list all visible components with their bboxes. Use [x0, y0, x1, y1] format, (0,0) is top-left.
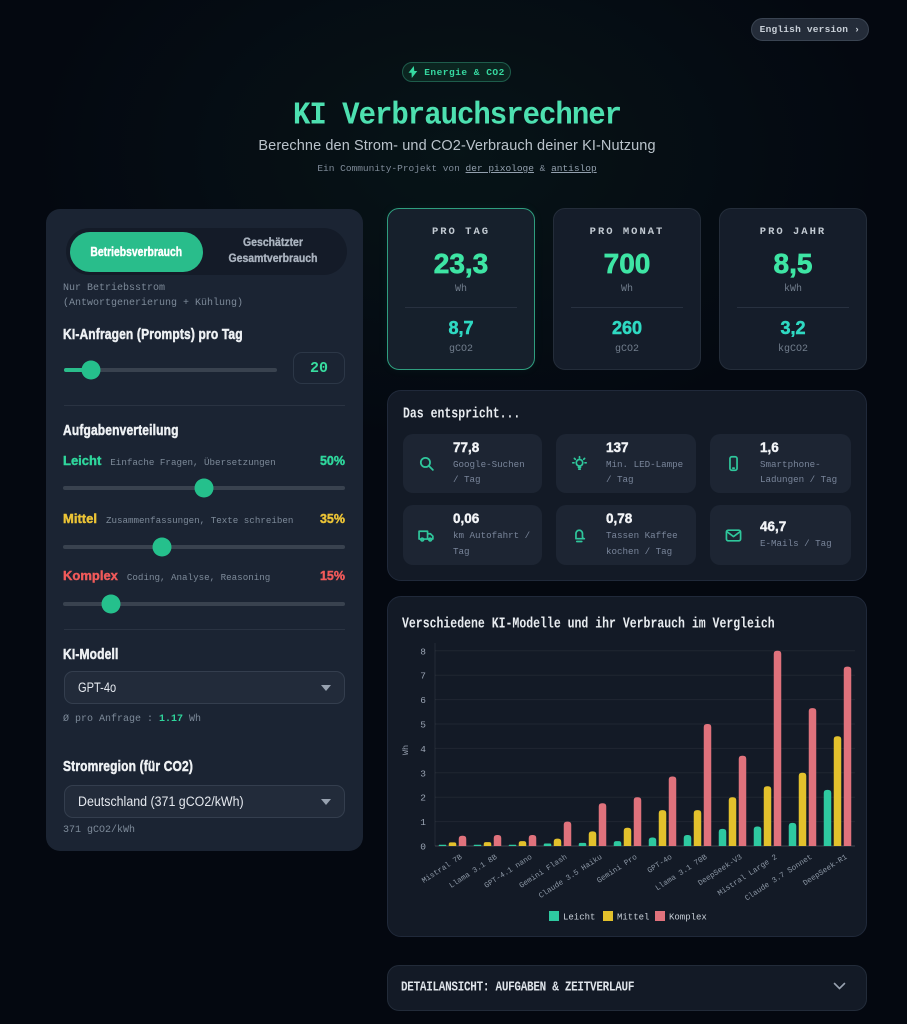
svg-text:1: 1 — [420, 817, 426, 828]
svg-text:GPT-4o: GPT-4o — [647, 854, 675, 876]
svg-text:3: 3 — [420, 768, 426, 779]
svg-text:5: 5 — [420, 720, 426, 731]
svg-text:Wh: Wh — [401, 745, 411, 755]
svg-text:7: 7 — [420, 671, 426, 682]
svg-text:Claude 3.5 Haiku: Claude 3.5 Haiku — [538, 854, 604, 901]
svg-text:4: 4 — [420, 744, 426, 755]
svg-text:2: 2 — [420, 793, 426, 804]
svg-text:Mistral Large 2: Mistral Large 2 — [717, 854, 780, 899]
svg-text:Mittel: Mittel — [617, 913, 649, 923]
svg-text:Komplex: Komplex — [669, 913, 707, 923]
svg-text:Claude 3.7 Sonnet: Claude 3.7 Sonnet — [744, 854, 814, 903]
svg-text:8: 8 — [420, 646, 426, 657]
svg-text:Leicht: Leicht — [563, 913, 595, 923]
svg-text:0: 0 — [420, 842, 426, 853]
svg-text:6: 6 — [420, 695, 426, 706]
